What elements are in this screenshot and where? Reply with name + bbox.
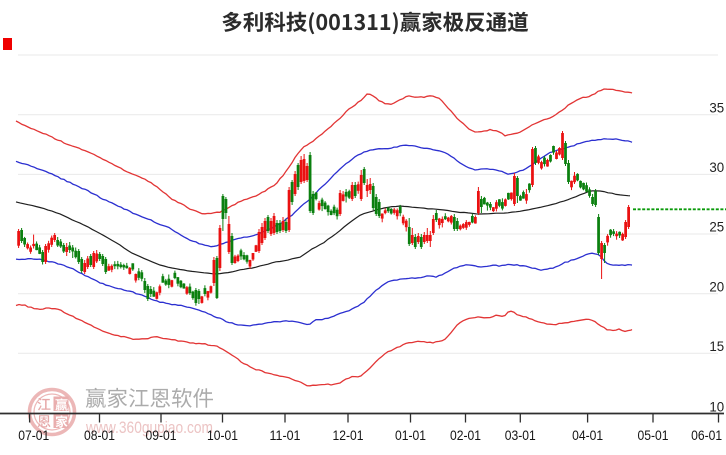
svg-text:05-01: 05-01 (638, 428, 669, 443)
svg-text:30: 30 (709, 160, 724, 176)
svg-text:11-01: 11-01 (270, 428, 301, 443)
svg-text:www.360gupiao.com: www.360gupiao.com (85, 418, 213, 437)
svg-text:01-01: 01-01 (395, 428, 426, 443)
svg-text:10: 10 (709, 399, 724, 415)
svg-text:20: 20 (709, 279, 724, 295)
svg-text:12-01: 12-01 (333, 428, 364, 443)
svg-text:02-01: 02-01 (450, 428, 481, 443)
svg-text:25: 25 (709, 220, 724, 236)
svg-text:15: 15 (709, 339, 724, 355)
svg-text:35: 35 (709, 100, 724, 116)
svg-text:10-01: 10-01 (207, 428, 238, 443)
svg-text:09-01: 09-01 (146, 428, 177, 443)
svg-text:04-01: 04-01 (572, 428, 603, 443)
svg-text:08-01: 08-01 (84, 428, 115, 443)
svg-text:06-01: 06-01 (691, 428, 722, 443)
svg-text:03-01: 03-01 (505, 428, 536, 443)
svg-text:07-01: 07-01 (18, 428, 49, 443)
